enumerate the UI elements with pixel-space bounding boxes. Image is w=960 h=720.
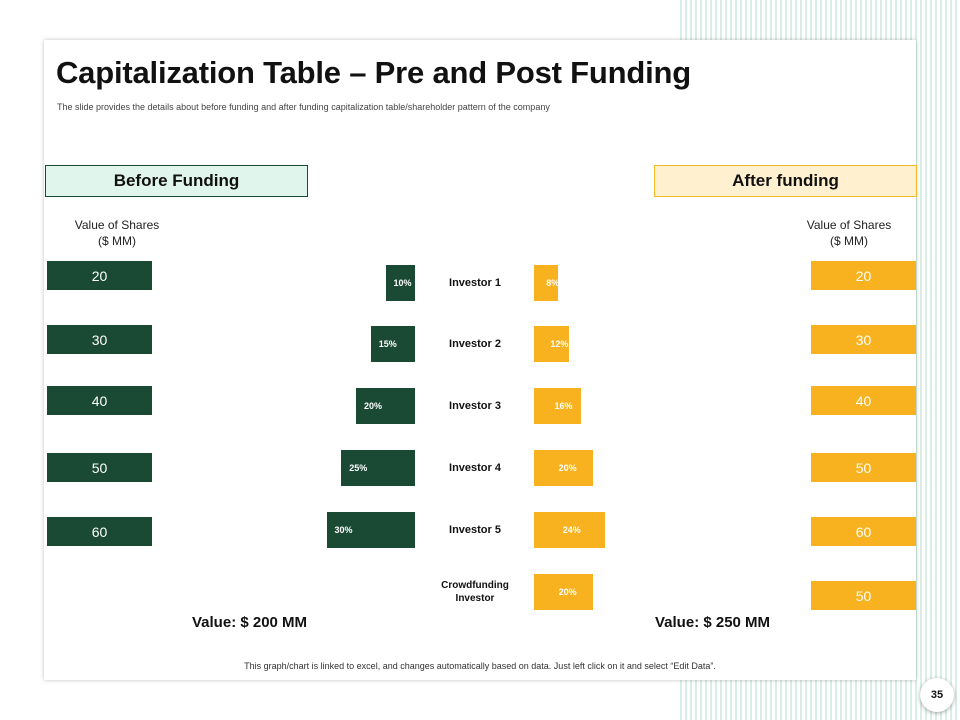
before-share-value: 60 xyxy=(47,517,152,546)
after-bar xyxy=(534,265,558,301)
after-bar xyxy=(534,450,593,486)
before-bar-label: 25% xyxy=(349,463,368,473)
after-value-label: Value of Shares ($ MM) xyxy=(806,218,892,248)
after-share-value: 40 xyxy=(811,386,916,415)
investor-label: Crowdfunding Investor xyxy=(441,580,509,604)
before-share-value: 50 xyxy=(47,453,152,482)
investor-label: Investor 1 xyxy=(449,277,501,289)
investor-label: Investor 4 xyxy=(449,462,501,474)
before-bar xyxy=(356,388,415,424)
page-number: 35 xyxy=(920,678,954,712)
before-value-label: Value of Shares ($ MM) xyxy=(74,218,160,248)
before-bar-label: 30% xyxy=(334,525,353,535)
after-bar xyxy=(534,512,605,548)
after-bar-label: 12% xyxy=(550,339,569,349)
before-bar xyxy=(326,512,415,548)
investor-label: Investor 5 xyxy=(449,524,501,536)
before-bar-label: 10% xyxy=(393,278,412,288)
after-bar-label: 20% xyxy=(558,587,577,597)
before-bar xyxy=(370,326,415,362)
investor-label: Investor 2 xyxy=(449,338,501,350)
after-total-value: Value: $ 250 MM xyxy=(655,614,771,631)
slide-card xyxy=(44,40,916,680)
after-share-value: 30 xyxy=(811,325,916,354)
before-total-value: Value: $ 200 MM xyxy=(192,614,308,631)
before-bar xyxy=(385,265,415,301)
investor-label: Investor 3 xyxy=(449,400,501,412)
before-funding-header: Before Funding xyxy=(45,165,308,197)
before-share-value: 20 xyxy=(47,261,152,290)
before-bar-label: 20% xyxy=(364,401,383,411)
slide-subtitle: The slide provides the details about bef… xyxy=(57,102,550,112)
footnote: This graph/chart is linked to excel, and… xyxy=(244,661,716,671)
after-bar xyxy=(534,326,570,362)
before-share-value: 30 xyxy=(47,325,152,354)
after-bar-label: 16% xyxy=(554,401,573,411)
after-share-value: 60 xyxy=(811,517,916,546)
after-share-value: 20 xyxy=(811,261,916,290)
after-bar-label: 8% xyxy=(546,278,560,288)
after-bar-label: 24% xyxy=(562,525,581,535)
after-bar xyxy=(534,574,593,610)
after-share-value: 50 xyxy=(811,453,916,482)
after-share-value: 50 xyxy=(811,581,916,610)
slide-title: Capitalization Table – Pre and Post Fund… xyxy=(56,55,691,90)
after-bar xyxy=(534,388,582,424)
before-bar-label: 15% xyxy=(378,339,397,349)
after-funding-header: After funding xyxy=(654,165,917,197)
before-bar xyxy=(341,450,415,486)
after-bar-label: 20% xyxy=(558,463,577,473)
before-share-value: 40 xyxy=(47,386,152,415)
